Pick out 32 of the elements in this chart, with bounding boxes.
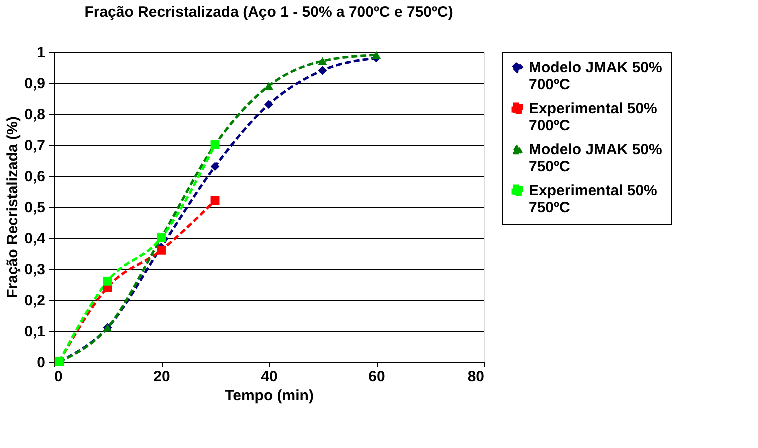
point — [264, 82, 274, 90]
point — [103, 276, 112, 286]
point — [264, 100, 274, 110]
point — [210, 196, 220, 206]
y-tick-label: 0 — [37, 354, 46, 372]
y-tick-label: 0,2 — [24, 292, 46, 310]
legend-label: Modelo JMAK 50% 750ºC — [529, 142, 662, 176]
x-axis-title: Tempo (min) — [225, 388, 314, 404]
x-tick-label: 20 — [154, 368, 170, 386]
y-tick-label: 0,3 — [24, 262, 46, 278]
point — [318, 57, 328, 66]
y-tick-label: 0,7 — [24, 138, 46, 154]
point — [210, 162, 220, 172]
y-tick-label: 0,1 — [24, 324, 46, 340]
legend-label: Modelo JMAK 50% 700ºC — [529, 60, 662, 94]
x-tick-label: 0 — [54, 368, 63, 386]
point — [157, 246, 166, 255]
y-tick-label: 1 — [37, 44, 46, 62]
y-tick-label: 0,6 — [24, 168, 46, 186]
legend-label: Experimental 50% 700ºC — [529, 100, 658, 134]
point — [372, 51, 381, 59]
x-tick-label: 60 — [368, 368, 386, 386]
y-tick-label: 0,9 — [24, 76, 46, 92]
x-tick-label: 80 — [468, 368, 484, 386]
x-tick-label: 40 — [261, 368, 278, 386]
y-tick-label: 0,8 — [24, 106, 46, 124]
chart-title: Fração Recristalizada (Aço 1 - 50% a 700ºC e 750ºC) — [84, 4, 454, 21]
y-axis-title: Fração Recristalizada (%) — [4, 116, 22, 298]
y-tick-label: 0,5 — [24, 200, 46, 216]
point — [318, 66, 328, 76]
y-tick-label: 0,4 — [24, 230, 46, 248]
legend-label: Experimental 50% 750ºC — [529, 182, 658, 216]
